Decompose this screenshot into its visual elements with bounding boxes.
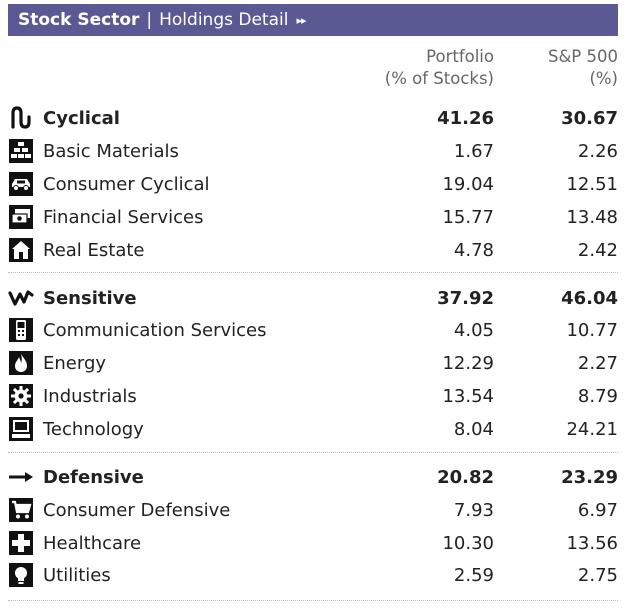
sensitive-zigzag-icon	[8, 285, 34, 311]
group-row-defensive: Defensive 20.82 23.29	[8, 462, 618, 492]
header-separator: |	[146, 10, 153, 30]
portfolio-header-line2: (% of Stocks)	[384, 69, 494, 88]
group-label: Cyclical	[43, 107, 120, 129]
group-divider	[8, 452, 618, 453]
portfolio-column-header: Portfolio (% of Stocks)	[385, 46, 494, 90]
sp500-value: 23.29	[561, 466, 618, 488]
sector-label: Utilities	[43, 564, 111, 586]
sector-label: Industrials	[43, 385, 137, 407]
section-header: Stock Sector | Holdings Detail ▸▸	[8, 4, 618, 36]
lightbulb-icon	[8, 562, 34, 588]
sp500-value: 6.97	[577, 499, 618, 521]
sp500-header-line2: (%)	[589, 69, 618, 88]
cyclical-wave-icon	[8, 105, 34, 131]
sp500-value: 2.26	[577, 140, 618, 162]
portfolio-value: 13.54	[442, 385, 494, 407]
sector-label: Consumer Cyclical	[43, 173, 210, 195]
flame-icon	[8, 350, 34, 376]
expand-arrows-icon[interactable]: ▸▸	[296, 13, 306, 27]
sp500-value: 2.75	[577, 564, 618, 586]
sector-label: Real Estate	[43, 239, 145, 261]
house-icon	[8, 237, 34, 263]
sp500-value: 30.67	[561, 107, 618, 129]
portfolio-value: 19.04	[442, 173, 494, 195]
sp500-header-line1: S&P 500	[547, 47, 618, 66]
portfolio-value: 10.30	[442, 532, 494, 554]
cross-icon	[8, 530, 34, 556]
phone-icon	[8, 317, 34, 343]
sector-row: Real Estate 4.78 2.42	[8, 235, 618, 265]
sector-row: Healthcare 10.30 13.56	[8, 528, 618, 558]
section-title: Stock Sector	[18, 10, 140, 30]
sector-row: Technology 8.04 24.21	[8, 414, 618, 444]
holdings-detail-link[interactable]: Holdings Detail	[159, 10, 289, 30]
cart-icon	[8, 497, 34, 523]
sector-row: Financial Services 15.77 13.48	[8, 202, 618, 232]
sp500-value: 10.77	[566, 319, 618, 341]
portfolio-value: 41.26	[437, 107, 494, 129]
sector-label: Energy	[43, 352, 107, 374]
sp500-value: 2.42	[577, 239, 618, 261]
portfolio-value: 15.77	[442, 206, 494, 228]
portfolio-value: 2.59	[453, 564, 494, 586]
defensive-arrow-icon	[8, 464, 34, 490]
sector-label: Consumer Defensive	[43, 499, 231, 521]
portfolio-value: 1.67	[453, 140, 494, 162]
sector-label: Communication Services	[43, 319, 267, 341]
portfolio-value: 20.82	[437, 466, 494, 488]
sector-label: Technology	[43, 418, 144, 440]
money-icon	[8, 204, 34, 230]
sector-row: Energy 12.29 2.27	[8, 348, 618, 378]
portfolio-value: 7.93	[453, 499, 494, 521]
sp500-value: 2.27	[577, 352, 618, 374]
car-icon	[8, 171, 34, 197]
sector-label: Financial Services	[43, 206, 204, 228]
group-label: Sensitive	[43, 287, 137, 309]
sector-label: Healthcare	[43, 532, 142, 554]
group-label: Defensive	[43, 466, 144, 488]
sector-row: Consumer Cyclical 19.04 12.51	[8, 169, 618, 199]
sp500-value: 13.48	[566, 206, 618, 228]
portfolio-value: 8.04	[453, 418, 494, 440]
portfolio-value: 12.29	[442, 352, 494, 374]
sector-row: Utilities 2.59 2.75	[8, 560, 618, 590]
sector-row: Communication Services 4.05 10.77	[8, 315, 618, 345]
computer-icon	[8, 416, 34, 442]
sector-row: Industrials 13.54 8.79	[8, 381, 618, 411]
sector-row: Basic Materials 1.67 2.26	[8, 136, 618, 166]
sector-row: Consumer Defensive 7.93 6.97	[8, 495, 618, 525]
group-divider	[8, 272, 618, 273]
group-row-sensitive: Sensitive 37.92 46.04	[8, 283, 618, 313]
sp500-value: 24.21	[566, 418, 618, 440]
bricks-icon	[8, 138, 34, 164]
portfolio-value: 37.92	[437, 287, 494, 309]
sp500-value: 8.79	[577, 385, 618, 407]
sp500-value: 13.56	[566, 532, 618, 554]
sp500-value: 46.04	[561, 287, 618, 309]
portfolio-value: 4.05	[453, 319, 494, 341]
sp500-value: 12.51	[566, 173, 618, 195]
sp500-column-header: S&P 500 (%)	[548, 46, 618, 90]
portfolio-header-line1: Portfolio	[426, 47, 494, 66]
group-row-cyclical: Cyclical 41.26 30.67	[8, 103, 618, 133]
sector-label: Basic Materials	[43, 140, 179, 162]
group-divider	[8, 600, 618, 601]
portfolio-value: 4.78	[453, 239, 494, 261]
gear-icon	[8, 383, 34, 409]
